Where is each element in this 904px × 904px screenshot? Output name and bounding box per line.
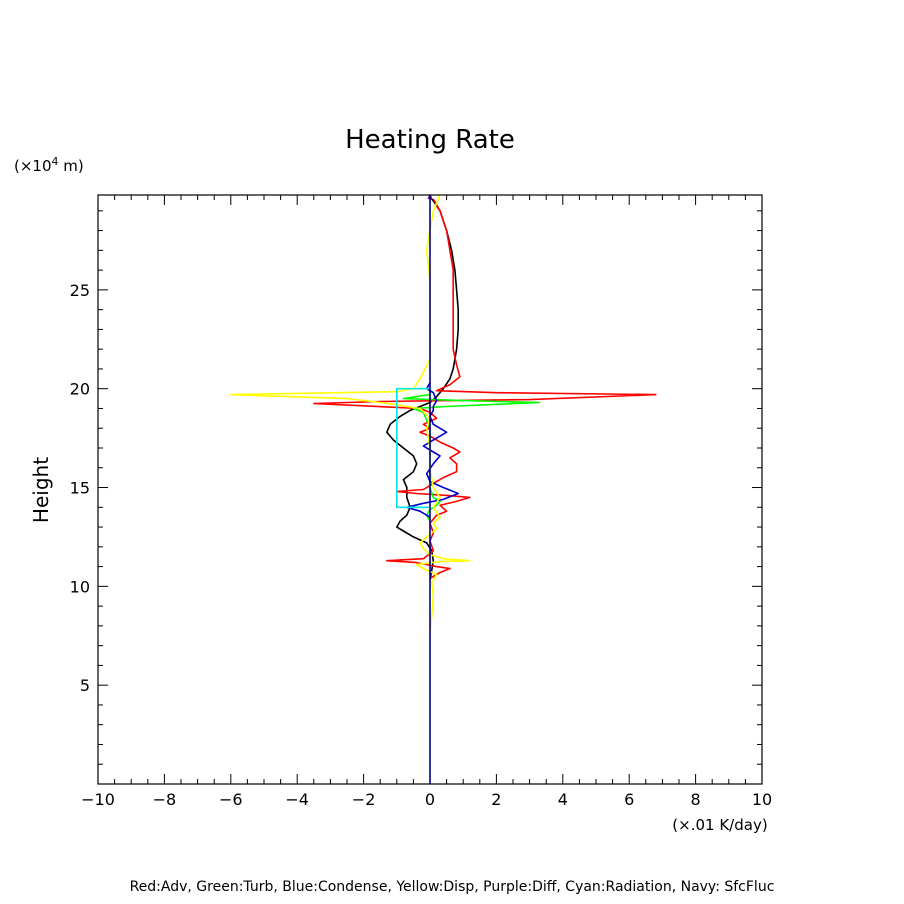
series-line-5 [230, 194, 471, 634]
y-tick-label: 20 [70, 380, 90, 399]
y-axis-label: Height [29, 457, 53, 523]
tick-labels: −10 −8 −6 −4 −2 0 2 4 6 8 10 5 10 15 20 25 [70, 281, 773, 809]
plot-lines [230, 194, 657, 784]
x-tick-label: −4 [285, 790, 309, 809]
series-line-7 [395, 387, 430, 509]
x-tick-label: 2 [491, 790, 501, 809]
series-line-2 [312, 198, 657, 580]
y-tick-label: 5 [80, 676, 90, 695]
x-tick-label: 10 [752, 790, 772, 809]
x-tick-label: −6 [219, 790, 243, 809]
series-line-3 [402, 388, 541, 522]
x-tick-label: −2 [352, 790, 376, 809]
y-tick-label: 10 [70, 577, 90, 596]
y-tick-label: 25 [70, 281, 90, 300]
x-tick-label: 4 [558, 790, 568, 809]
plot-frame [97, 194, 763, 785]
x-tick-label: 0 [425, 790, 435, 809]
x-tick-label: −10 [81, 790, 115, 809]
chart-title: Heating Rate [345, 125, 515, 155]
x-tick-label: 8 [691, 790, 701, 809]
x-tick-label: −8 [153, 790, 177, 809]
x-unit-label: (×.01 K/day) [672, 816, 767, 834]
axis-ticks [97, 195, 763, 784]
x-tick-label: 6 [624, 790, 634, 809]
series-line-1 [385, 196, 460, 581]
y-unit-label: (×104 m) [14, 155, 84, 175]
legend-caption: Red:Adv, Green:Turb, Blue:Condense, Yell… [130, 879, 775, 895]
y-tick-label: 15 [70, 479, 90, 498]
